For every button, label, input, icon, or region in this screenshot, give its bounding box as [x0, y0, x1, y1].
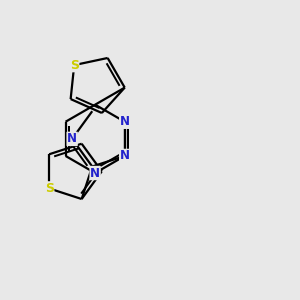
Text: N: N — [90, 167, 100, 179]
Text: N: N — [120, 115, 130, 128]
Text: S: S — [70, 58, 79, 72]
Text: N: N — [67, 132, 77, 146]
Text: N: N — [120, 149, 130, 162]
Text: S: S — [45, 182, 54, 195]
